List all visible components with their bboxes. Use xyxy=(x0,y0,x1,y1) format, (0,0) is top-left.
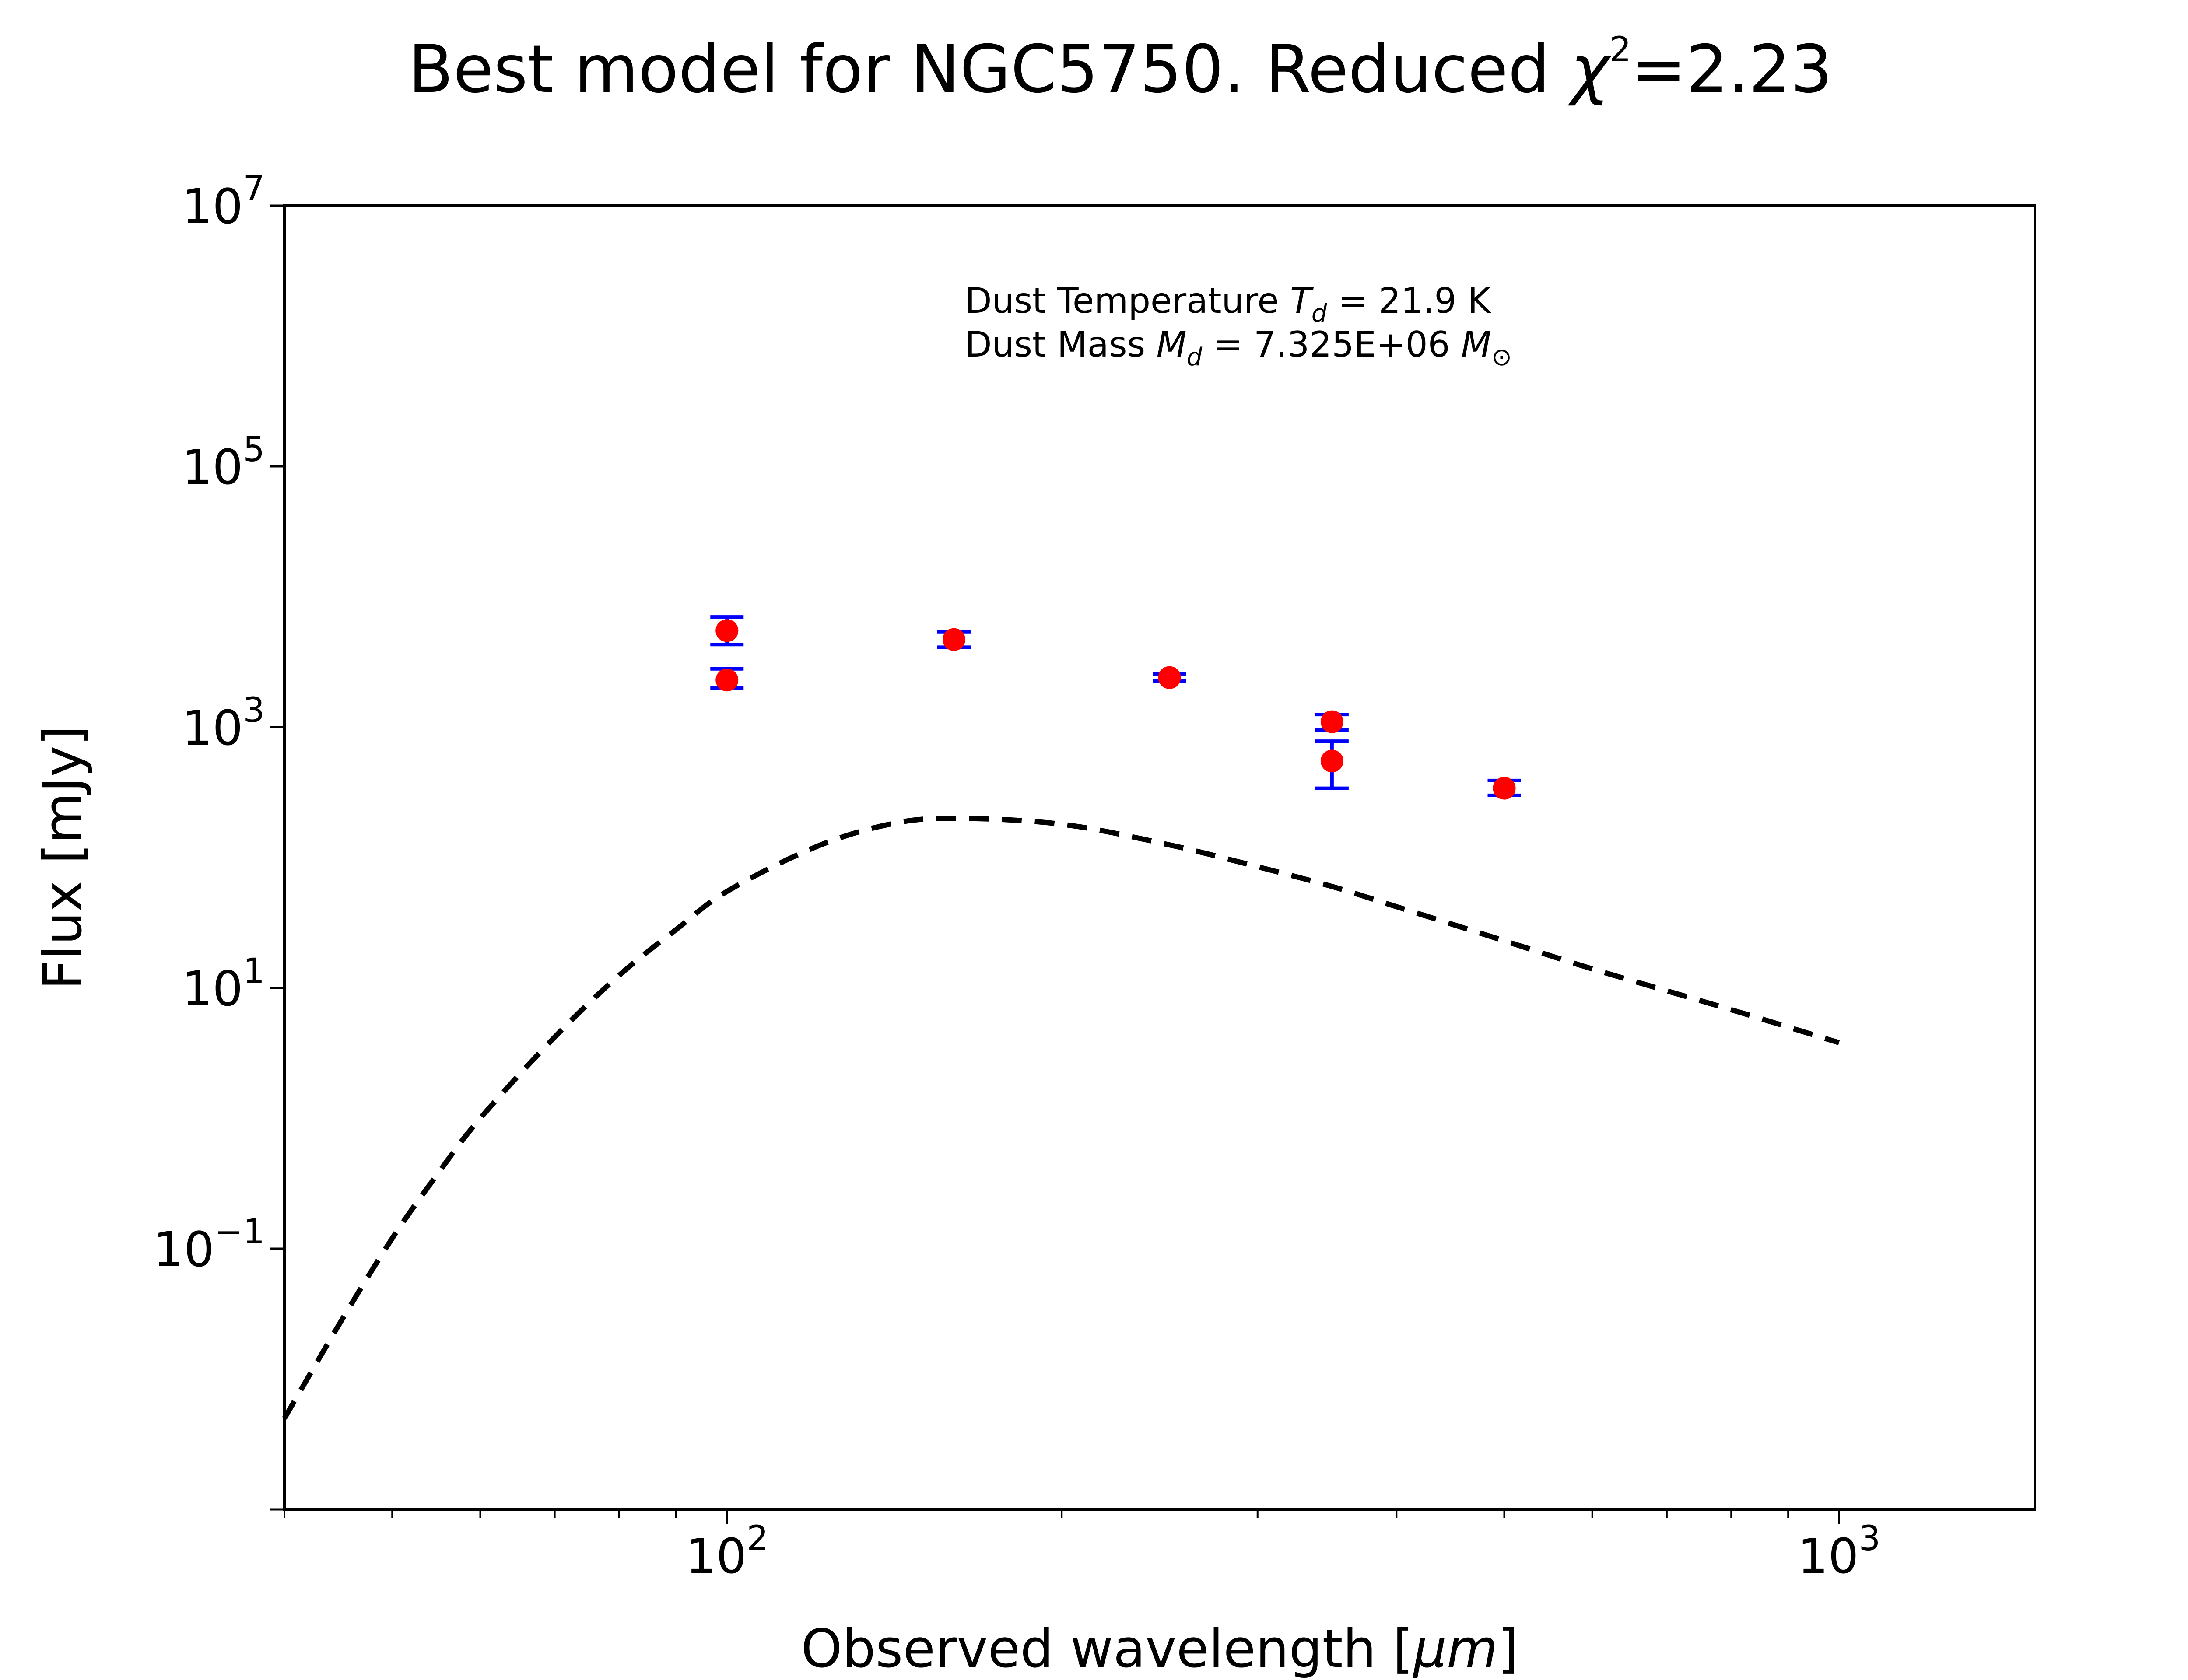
data-point-marker xyxy=(942,628,965,651)
data-point xyxy=(1487,777,1521,800)
data-point xyxy=(1153,666,1186,689)
annotation-mass: Dust Mass Md = 7.325E+06 M⊙ xyxy=(965,324,1512,371)
x-tick-label: 102 xyxy=(685,1519,768,1584)
data-point-marker xyxy=(1493,777,1516,800)
y-tick-label: 103 xyxy=(182,691,265,756)
model-curve xyxy=(282,816,1840,1420)
plot-frame xyxy=(283,204,2036,1511)
data-point-marker xyxy=(715,668,739,692)
data-points xyxy=(710,615,1521,800)
y-tick-label: 10−1 xyxy=(153,1212,265,1278)
data-point xyxy=(937,628,971,651)
data-point-marker xyxy=(715,619,739,642)
y-tick-label: 101 xyxy=(182,952,265,1017)
y-tick-label: 107 xyxy=(182,169,265,234)
y-axis-label: Flux [mJy] xyxy=(33,725,94,990)
y-axis-ticks: 10−1 101 103 105 107 xyxy=(153,169,284,1511)
data-point-marker xyxy=(1158,666,1181,689)
y-tick-label: 105 xyxy=(182,430,265,495)
chart-title: Best model for NGC5750. Reduced χ2=2.23 xyxy=(408,30,1833,108)
x-axis-ticks: 102 103 xyxy=(284,1509,1880,1584)
data-point-marker xyxy=(1320,710,1343,733)
data-point xyxy=(710,667,744,692)
data-point xyxy=(710,615,744,647)
data-point xyxy=(1315,710,1349,733)
data-point xyxy=(1315,739,1349,790)
x-tick-label: 103 xyxy=(1798,1519,1881,1584)
x-axis-label: Observed wavelength [μm] xyxy=(801,1619,1518,1680)
data-point-marker xyxy=(1320,749,1343,773)
annotation-temperature: Dust Temperature Td = 21.9 K xyxy=(965,280,1492,328)
